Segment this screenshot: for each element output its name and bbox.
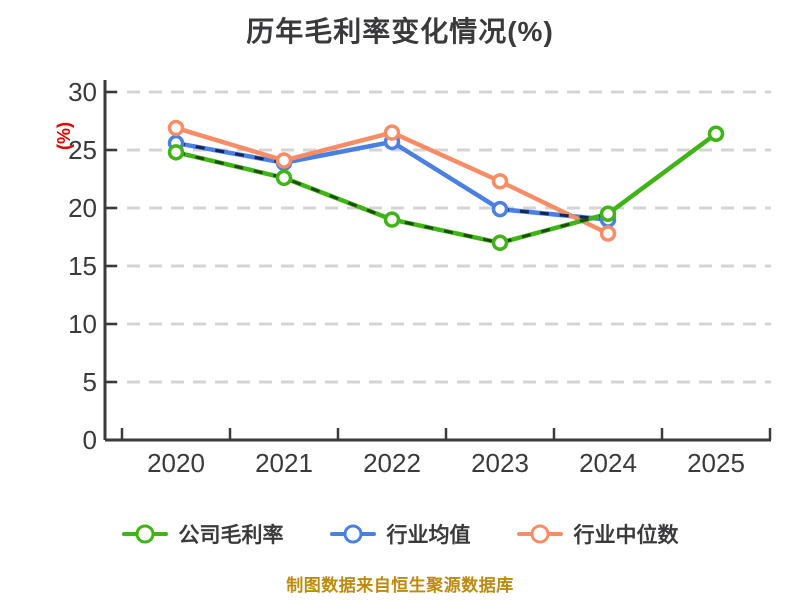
y-tick-label: 15	[68, 251, 97, 281]
data-point-marker-industry-median	[383, 124, 401, 141]
x-tick-label: 2023	[471, 448, 529, 478]
legend-item-industry-median: 行业中位数	[516, 519, 679, 549]
legend-item-industry-mean: 行业均值	[329, 519, 471, 549]
y-tick-label: 30	[68, 77, 97, 107]
data-point-marker-company-gross-margin	[275, 169, 293, 187]
y-tick-label: 5	[83, 367, 97, 397]
data-point-marker-industry-median	[275, 152, 293, 169]
data-point-marker-company-gross-margin	[167, 144, 185, 161]
data-point-marker-industry-median	[491, 173, 509, 190]
data-point-marker-company-gross-margin	[707, 125, 725, 143]
data-point-marker-industry-median	[599, 225, 617, 242]
y-tick-label: 20	[68, 193, 97, 223]
x-tick-label: 2024	[579, 448, 637, 478]
y-tick-label: 25	[68, 135, 97, 165]
data-point-marker-industry-median	[167, 119, 185, 137]
legend-line-green-icon	[121, 524, 168, 544]
data-point-marker-company-gross-margin	[491, 234, 509, 252]
y-tick-label: 10	[68, 309, 97, 339]
data-point-marker-industry-mean	[491, 200, 509, 218]
source-note: 制图数据来自恒生聚源数据库	[286, 576, 514, 595]
chart-legend: 公司毛利率 行业均值 行业中位数	[0, 519, 800, 549]
y-tick-label: 0	[83, 425, 97, 455]
data-point-marker-company-gross-margin	[383, 211, 401, 228]
legend-marker-orange-icon	[530, 524, 549, 544]
legend-label-industry-median: 行业中位数	[573, 524, 679, 547]
data-point-marker-company-gross-margin	[599, 205, 617, 223]
legend-line-blue-icon	[329, 524, 376, 544]
x-tick-label: 2022	[363, 448, 421, 478]
chart-title: 历年毛利率变化情况(%)	[246, 16, 554, 47]
legend-marker-blue-icon	[343, 524, 362, 544]
legend-line-orange-icon	[516, 524, 563, 544]
x-tick-label: 2020	[147, 448, 205, 478]
legend-item-company-gross-margin: 公司毛利率	[121, 519, 284, 549]
y-axis-unit-label: (%)	[54, 122, 74, 150]
x-tick-label: 2021	[255, 448, 313, 478]
legend-label-industry-mean: 行业均值	[386, 524, 471, 547]
legend-marker-green-icon	[135, 524, 154, 544]
legend-label-company-gross-margin: 公司毛利率	[178, 524, 284, 547]
x-tick-label: 2025	[687, 448, 745, 478]
